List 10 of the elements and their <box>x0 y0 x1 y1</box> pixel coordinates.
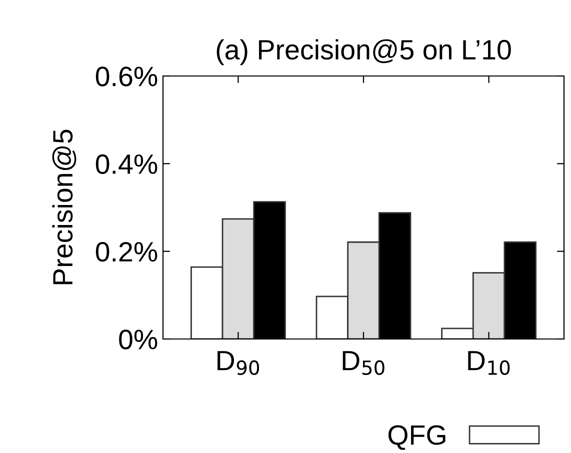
x-tick-label: D$_{90}$ <box>218 351 260 376</box>
chart-title: (a) Precision@5 on L’10 <box>216 39 511 66</box>
y-tick-label: 0% <box>119 330 158 350</box>
x-tick-label: D$_{50}$ <box>342 351 384 376</box>
y-tick-label: 0.4% <box>96 154 158 174</box>
legend-label: QFG <box>388 425 446 450</box>
y-tick-label: 0.2% <box>96 242 158 262</box>
y-axis-title: Precision@5 <box>52 130 76 284</box>
y-tick-label: 0.6% <box>96 66 158 86</box>
x-tick-label: D$_{10}$ <box>468 351 510 376</box>
